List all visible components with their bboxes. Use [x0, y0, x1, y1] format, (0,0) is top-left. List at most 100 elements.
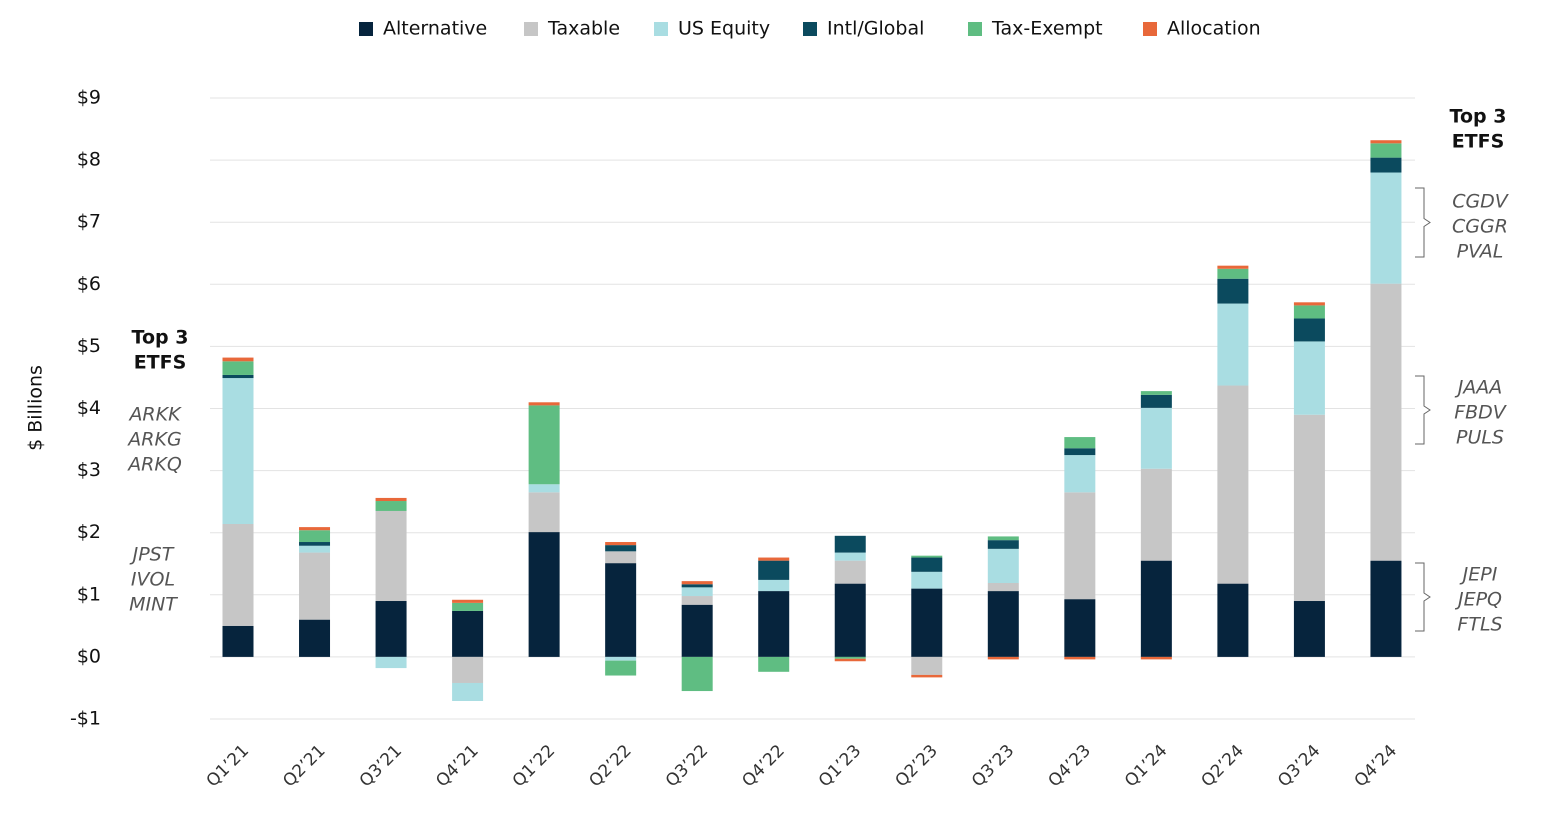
bar-segment — [1293, 318, 1325, 342]
bar-segment — [1140, 468, 1172, 561]
bar-segment — [1064, 448, 1096, 456]
bar-segment — [758, 557, 790, 561]
bar-segment — [1064, 656, 1096, 660]
bar-segment — [911, 588, 943, 657]
bar-segment — [987, 583, 1019, 592]
bar-segment — [375, 510, 407, 602]
bar-segment — [299, 530, 331, 543]
bar-segment — [834, 583, 866, 657]
bar-segment — [1140, 394, 1172, 408]
bar-segment — [681, 581, 713, 585]
bar-segment — [299, 552, 331, 620]
bar-segment — [605, 545, 637, 552]
bar-segment — [528, 492, 560, 533]
x-tick-label: Q3’22 — [662, 741, 712, 791]
annotation: JAAA — [1454, 377, 1503, 399]
bar-segment — [834, 552, 866, 561]
x-tick-label: Q3’24 — [1274, 741, 1324, 791]
bar-segment — [1217, 583, 1249, 657]
legend-swatch — [524, 22, 538, 36]
bar-segment — [681, 587, 713, 597]
annotation: CGDV — [1452, 191, 1510, 213]
bar-segment — [758, 656, 790, 672]
bracket — [1415, 187, 1431, 258]
x-tick-label: Q3’23 — [968, 741, 1018, 791]
bar-segment — [1140, 656, 1172, 660]
bar-segment — [222, 357, 254, 362]
bar-segment — [452, 599, 484, 603]
annotation: ARKK — [127, 404, 182, 426]
bar-segment — [528, 405, 560, 485]
y-tick-label: $2 — [77, 521, 101, 543]
y-tick-label: $1 — [77, 583, 101, 605]
bar-segment — [452, 656, 484, 683]
x-tick-label: Q1’23 — [815, 741, 865, 791]
y-tick-label: $9 — [77, 87, 101, 109]
bar-segment — [605, 660, 637, 676]
bar-segment — [375, 601, 407, 657]
bar-segment — [1064, 455, 1096, 493]
bar-segment — [1217, 278, 1249, 304]
annotation: PULS — [1456, 427, 1504, 449]
annotation: ARKQ — [126, 454, 182, 476]
bar-segment — [1293, 414, 1325, 602]
x-tick-label: Q2’21 — [279, 741, 329, 791]
bar-segment — [1064, 437, 1096, 449]
bar-segment — [299, 542, 331, 546]
bar-segment — [528, 402, 560, 406]
annotation: FTLS — [1457, 614, 1502, 636]
y-tick-label: $4 — [77, 397, 101, 419]
bar-segment — [452, 602, 484, 611]
bar-segment — [1370, 560, 1402, 657]
legend-swatch — [1143, 22, 1157, 36]
annotation: CGGR — [1452, 216, 1508, 238]
bar-segment — [528, 532, 560, 657]
bar-segment — [911, 674, 943, 678]
y-tick-label: $3 — [77, 459, 101, 481]
bar-segment — [987, 536, 1019, 541]
bar-segment — [1064, 492, 1096, 600]
bar-segment — [911, 571, 943, 589]
bar-segment — [299, 619, 331, 657]
legend-label: Tax-Exempt — [991, 18, 1103, 40]
bar-segment — [1064, 599, 1096, 657]
legend-swatch — [654, 22, 668, 36]
y-tick-label: $0 — [77, 645, 101, 667]
y-tick-label: $7 — [77, 211, 101, 233]
bar-segment — [1140, 560, 1172, 657]
annotation: JPST — [129, 544, 175, 566]
bar-segment — [605, 551, 637, 564]
bar-segment — [605, 656, 637, 661]
annotation: Top 3 — [1450, 106, 1507, 128]
y-tick-label: $6 — [77, 273, 101, 295]
x-tick-label: Q1’24 — [1121, 741, 1171, 791]
bar-segment — [299, 545, 331, 553]
bar-segment — [1370, 172, 1402, 284]
legend-swatch — [968, 22, 982, 36]
bracket — [1415, 562, 1431, 632]
bar-segment — [222, 524, 254, 626]
annotation: Top 3 — [132, 327, 189, 349]
y-tick-label: -$1 — [70, 708, 101, 730]
bar-segment — [911, 555, 943, 558]
bar-segment — [1217, 268, 1249, 279]
bar-segment — [452, 682, 484, 701]
bar-segment — [375, 497, 407, 502]
y-axis-label: $ Billions — [25, 365, 47, 451]
bar-segment — [1370, 283, 1402, 561]
annotation: PVAL — [1457, 241, 1504, 263]
bar-segment — [758, 591, 790, 657]
bar-segment — [834, 560, 866, 584]
bar-segment — [222, 361, 254, 375]
bar-segment — [681, 656, 713, 692]
legend-label: Intl/Global — [827, 18, 924, 40]
bar-segment — [605, 563, 637, 657]
x-tick-label: Q1’22 — [509, 741, 559, 791]
bar-segment — [834, 658, 866, 662]
bar-segment — [1140, 391, 1172, 395]
bar-segment — [1217, 303, 1249, 386]
bar-segment — [1217, 265, 1249, 269]
x-tick-label: Q4’22 — [738, 741, 788, 791]
annotation: MINT — [129, 594, 178, 616]
